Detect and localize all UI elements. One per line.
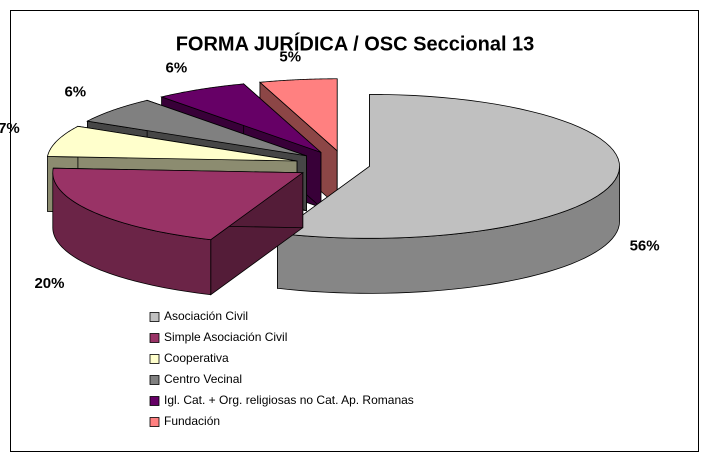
legend-label: Simple Asociación Civil (164, 330, 287, 344)
data-label: 20% (34, 275, 64, 292)
slice-top (46, 125, 298, 162)
pie-slice (276, 93, 620, 294)
legend-swatch (149, 312, 160, 322)
data-label: 6% (166, 60, 188, 77)
legend-label: Centro Vecinal (164, 372, 242, 386)
legend-swatch (149, 375, 160, 385)
legend-label: Asociación Civil (164, 309, 248, 323)
slice-top (276, 93, 620, 239)
legend-label: Igl. Cat. + Org. religiosas no Cat. Ap. … (164, 393, 414, 407)
chart-title: FORMA JURÍDICA / OSC Seccional 13 (176, 32, 535, 55)
legend-label: Cooperativa (164, 351, 229, 365)
slice-top (86, 99, 307, 157)
legend-swatch (149, 417, 160, 427)
data-label: 7% (0, 120, 20, 137)
data-label: 6% (64, 84, 86, 101)
legend-swatch (149, 396, 160, 406)
slice-top (258, 78, 338, 152)
legend-label: Fundación (164, 414, 220, 428)
pie-slice (52, 167, 304, 296)
legend-swatch (149, 354, 160, 364)
slice-top (52, 167, 304, 241)
data-label: 5% (279, 48, 301, 65)
slice-top (160, 83, 322, 153)
legend-swatch (149, 333, 160, 343)
data-label: 56% (630, 237, 660, 254)
